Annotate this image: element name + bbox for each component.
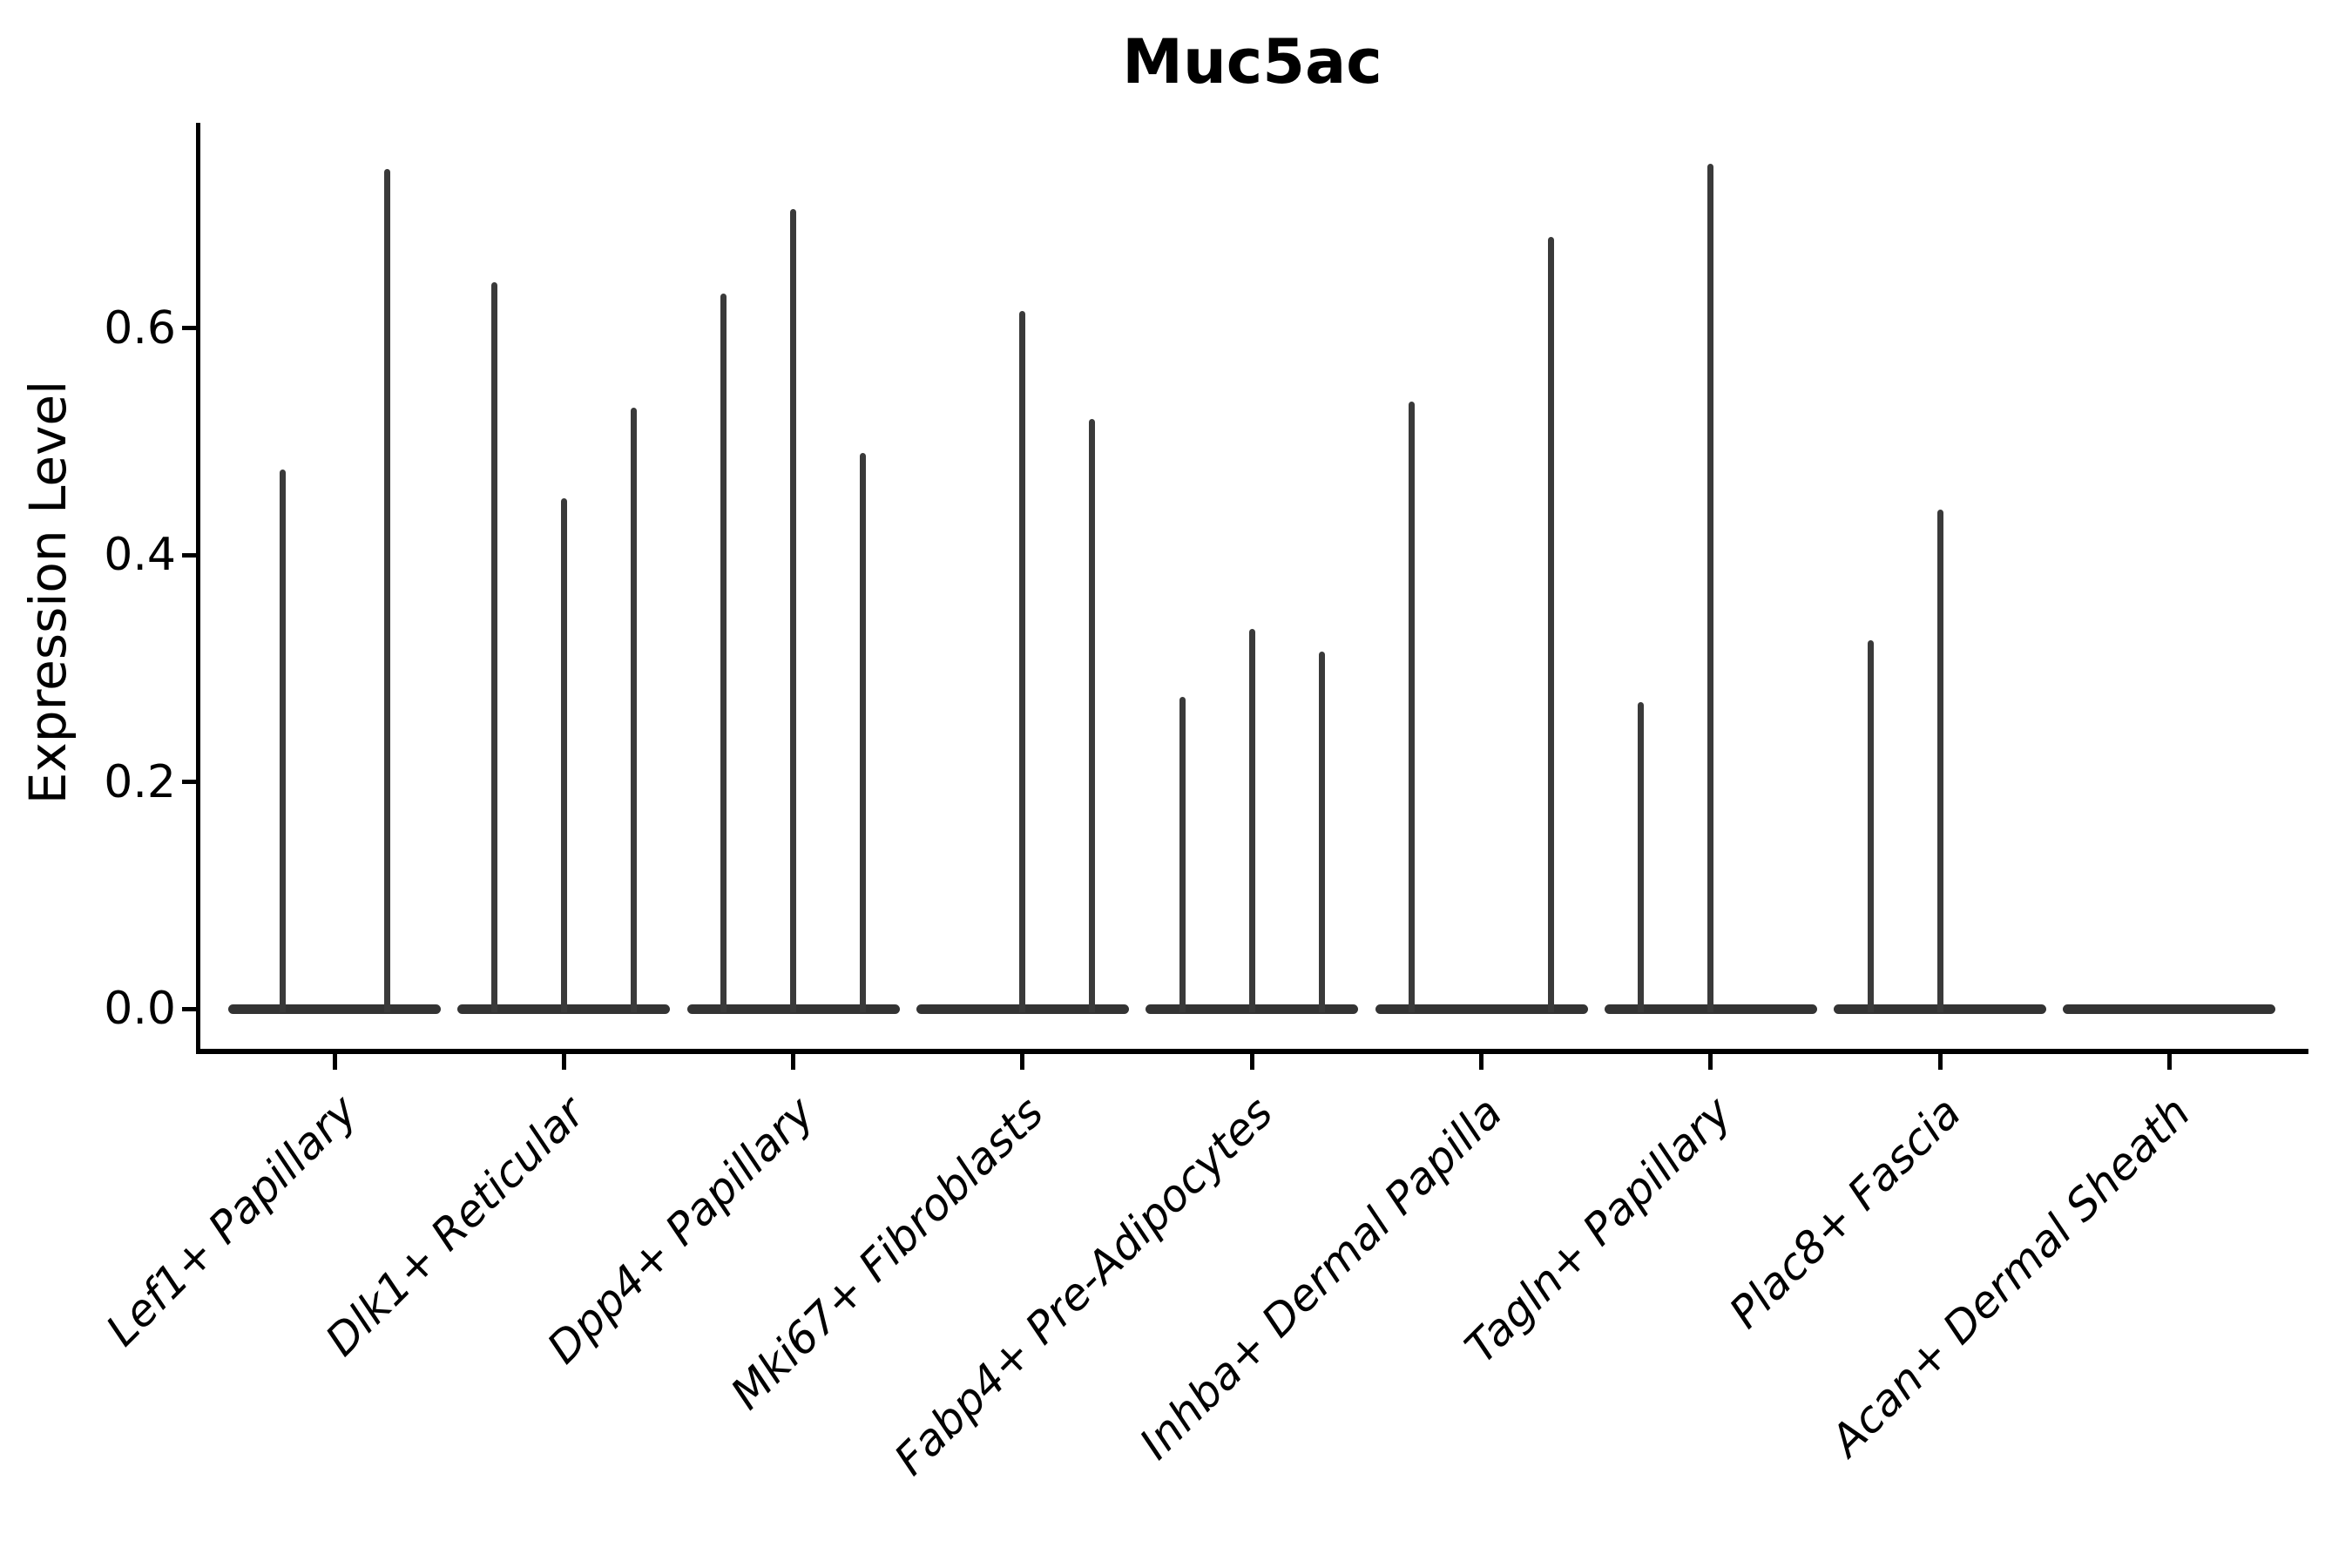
- violin-spike: [1936, 509, 1943, 1012]
- x-tick: [1708, 1052, 1713, 1070]
- violin-spike: [860, 452, 867, 1012]
- y-tick-label: 0.4: [104, 529, 176, 581]
- violin-base: [228, 1004, 441, 1014]
- x-axis-spine: [196, 1049, 2308, 1054]
- violin-spike: [720, 294, 727, 1012]
- violin-spike: [1548, 237, 1554, 1012]
- x-tick: [332, 1052, 337, 1070]
- y-axis-spine: [196, 123, 200, 1051]
- y-tick: [182, 780, 198, 784]
- violin-spike: [279, 470, 286, 1012]
- violin-spike: [560, 497, 567, 1012]
- y-tick: [182, 1006, 198, 1011]
- y-tick-label: 0.2: [104, 755, 176, 808]
- violin-spike: [1019, 310, 1026, 1012]
- x-tick-label: Lef1+ Papillary: [96, 1085, 368, 1356]
- violin-spike: [1318, 651, 1325, 1012]
- chart-title: Muc5ac: [1122, 26, 1382, 98]
- violin-spike: [1638, 702, 1645, 1012]
- violin-spike: [1089, 418, 1096, 1012]
- x-tick: [2166, 1052, 2172, 1070]
- y-tick: [182, 326, 198, 330]
- violin-spike: [1179, 696, 1186, 1012]
- violin-spike: [1707, 163, 1714, 1012]
- y-tick: [182, 552, 198, 558]
- x-tick: [1479, 1052, 1484, 1070]
- violin-spike: [790, 208, 797, 1012]
- violin-spike: [1867, 639, 1874, 1012]
- violin-spike: [383, 169, 390, 1012]
- violin-spike: [630, 407, 637, 1012]
- violin-spike: [1409, 402, 1415, 1012]
- x-tick: [561, 1052, 566, 1070]
- violin-spike: [1248, 628, 1255, 1012]
- x-tick: [791, 1052, 796, 1070]
- y-tick-label: 0.0: [104, 983, 176, 1035]
- x-tick: [1020, 1052, 1025, 1070]
- x-tick: [1249, 1052, 1254, 1070]
- y-axis-title: Expression Level: [18, 380, 78, 805]
- y-tick-label: 0.6: [104, 301, 176, 355]
- violin-base: [1375, 1004, 1588, 1014]
- violin-spike: [490, 282, 497, 1012]
- x-tick: [1937, 1052, 1943, 1070]
- violin-base: [2063, 1004, 2276, 1014]
- x-tick-label: Dlk1+ Reticular: [315, 1087, 595, 1366]
